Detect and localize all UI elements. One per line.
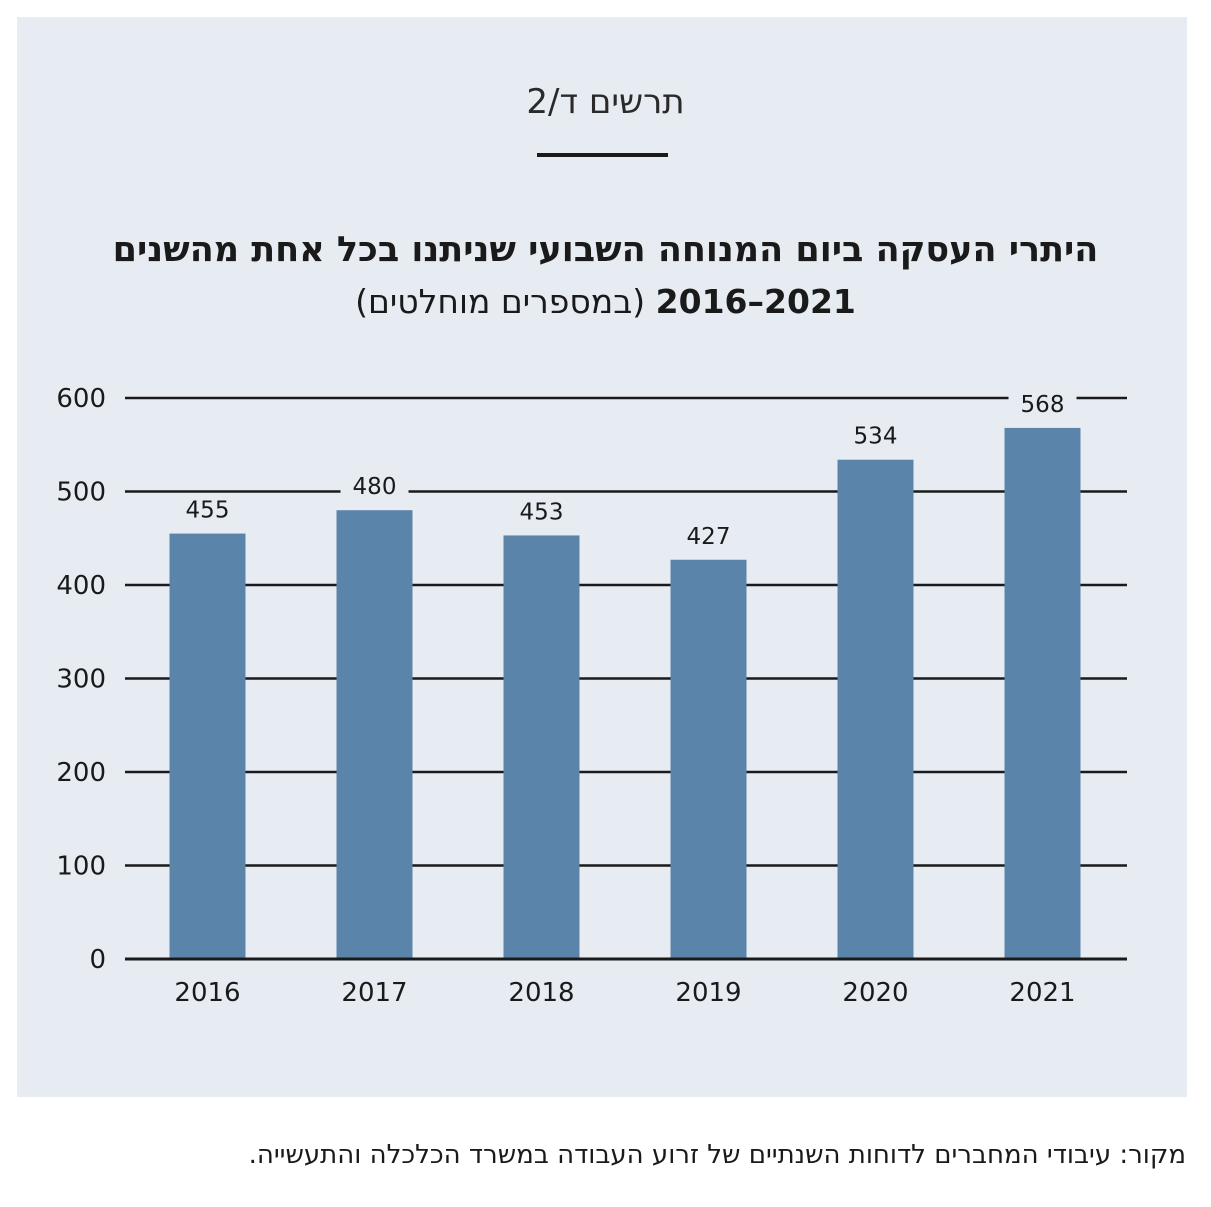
x-tick-label: 2017 bbox=[341, 978, 407, 1008]
data-label: 534 bbox=[854, 424, 898, 450]
data-label: 427 bbox=[687, 524, 731, 550]
y-tick-label: 500 bbox=[56, 478, 106, 508]
data-label: 453 bbox=[520, 499, 564, 525]
y-tick-label: 200 bbox=[56, 758, 106, 788]
bar bbox=[169, 533, 246, 959]
data-label-bg bbox=[674, 521, 743, 552]
x-tick-label: 2019 bbox=[675, 978, 741, 1008]
source-note: מקור: עיבודי המחברים לדוחות השנתיים של ז… bbox=[248, 1140, 1186, 1170]
chart-title: היתרי העסקה ביום המנוחה השבועי שניתנו בכ… bbox=[112, 230, 1099, 270]
title-divider bbox=[537, 153, 668, 157]
data-label-bg bbox=[507, 497, 576, 528]
y-tick-label: 400 bbox=[56, 571, 106, 601]
chart-subtitle: 2021–2016 (במספרים מוחלטים) bbox=[40, 282, 1171, 321]
bar bbox=[503, 535, 580, 959]
x-tick-label: 2020 bbox=[842, 978, 908, 1008]
figure-label: תרשים ד/2 bbox=[526, 82, 685, 122]
bar bbox=[837, 459, 914, 959]
x-tick-label: 2021 bbox=[1009, 978, 1075, 1008]
bar bbox=[1004, 427, 1081, 959]
data-label-bg bbox=[173, 495, 242, 526]
data-label: 455 bbox=[186, 498, 230, 524]
y-tick-label: 100 bbox=[56, 852, 106, 882]
y-tick-label: 600 bbox=[56, 384, 106, 414]
y-tick-label: 300 bbox=[56, 665, 106, 695]
y-tick-label: 0 bbox=[89, 945, 106, 975]
data-label-bg bbox=[340, 472, 409, 503]
bar bbox=[670, 559, 747, 959]
subtitle-years: 2021–2016 bbox=[655, 282, 856, 321]
data-label-bg bbox=[841, 421, 910, 452]
bar bbox=[336, 510, 413, 959]
subtitle-unit: (במספרים מוחלטים) bbox=[355, 282, 646, 321]
data-label-bg bbox=[1008, 389, 1077, 420]
data-label: 480 bbox=[353, 474, 397, 500]
x-tick-label: 2016 bbox=[174, 978, 240, 1008]
x-tick-label: 2018 bbox=[508, 978, 574, 1008]
data-label: 568 bbox=[1021, 392, 1065, 418]
